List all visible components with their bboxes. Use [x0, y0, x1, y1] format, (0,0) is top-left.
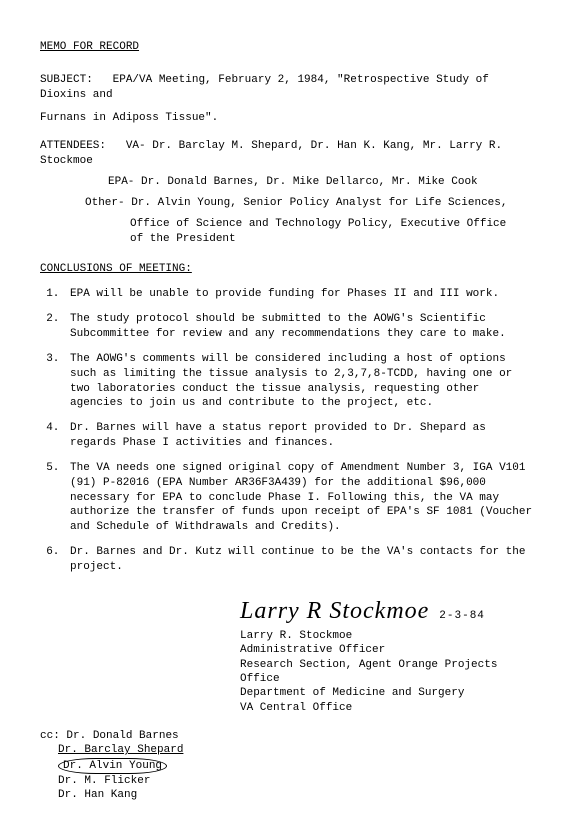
attendees-va: VA- Dr. Barclay M. Shepard, Dr. Han K. K… — [40, 140, 502, 167]
cc-item: Dr. Donald Barnes — [66, 730, 178, 742]
subject-text-1: EPA/VA Meeting, February 2, 1984, "Retro… — [40, 74, 489, 101]
memo-page: MEMO FOR RECORD SUBJECT: EPA/VA Meeting,… — [0, 0, 570, 822]
sig-title-2: Research Section, Agent Orange Projects … — [240, 658, 535, 687]
conclusion-item: The study protocol should be submitted t… — [66, 312, 535, 342]
subject-block: SUBJECT: EPA/VA Meeting, February 2, 198… — [40, 73, 535, 126]
cc-item: Dr. Han Kang — [40, 788, 535, 802]
conclusions-list: EPA will be unable to provide funding fo… — [40, 287, 535, 575]
attendees-other-3: of the President — [40, 232, 535, 247]
signature-block: Larry R. Stockmoe Administrative Officer… — [240, 629, 535, 715]
signature-script: Larry R Stockmoe 2-3-84 — [240, 595, 535, 627]
cc-item: Dr. Barclay Shepard — [58, 744, 183, 756]
conclusion-item: Dr. Barnes will have a status report pro… — [66, 421, 535, 451]
signature-area: Larry R Stockmoe 2-3-84 Larry R. Stockmoe… — [240, 595, 535, 715]
sig-title-4: VA Central Office — [240, 701, 535, 715]
conclusion-item: The AOWG's comments will be considered i… — [66, 352, 535, 411]
cc-item: Dr. M. Flicker — [40, 774, 535, 788]
sig-name: Larry R. Stockmoe — [240, 629, 535, 643]
signature-date: 2-3-84 — [439, 609, 485, 624]
attendees-other-1: Other- Dr. Alvin Young, Senior Policy An… — [40, 196, 535, 211]
memo-header: MEMO FOR RECORD — [40, 40, 535, 55]
cc-item-circled: Dr. Alvin Young — [58, 758, 167, 774]
subject-label: SUBJECT: — [40, 74, 93, 86]
signature-name-script: Larry R Stockmoe — [240, 598, 429, 624]
attendees-label: ATTENDEES: — [40, 140, 106, 152]
conclusions-heading: CONCLUSIONS OF MEETING: — [40, 262, 535, 277]
attendees-block: ATTENDEES: VA- Dr. Barclay M. Shepard, D… — [40, 139, 535, 246]
cc-label: cc: — [40, 730, 60, 742]
conclusion-item: The VA needs one signed original copy of… — [66, 461, 535, 535]
subject-text-2: Furnans in Adiposs Tissue". — [40, 111, 535, 126]
attendees-other-2: Office of Science and Technology Policy,… — [40, 217, 535, 232]
attendees-epa: EPA- Dr. Donald Barnes, Dr. Mike Dellarc… — [40, 175, 535, 190]
sig-title-1: Administrative Officer — [240, 643, 535, 657]
conclusion-item: Dr. Barnes and Dr. Kutz will continue to… — [66, 545, 535, 575]
sig-title-3: Department of Medicine and Surgery — [240, 686, 535, 700]
conclusion-item: EPA will be unable to provide funding fo… — [66, 287, 535, 302]
cc-block: cc: Dr. Donald Barnes Dr. Barclay Shepar… — [40, 729, 535, 802]
